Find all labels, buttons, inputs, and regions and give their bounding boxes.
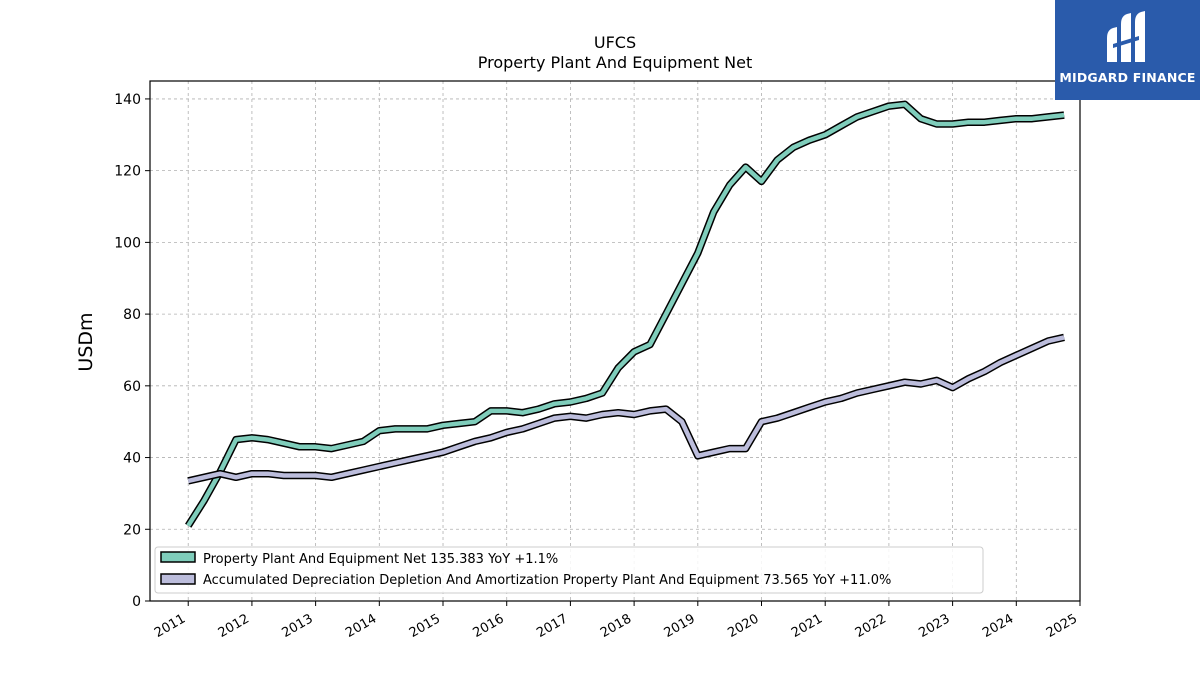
series-line-accumulated-depreciation (187, 335, 1065, 484)
legend-swatch-accumulated-depreciation (160, 573, 196, 585)
x-tick-label: 2019 (662, 611, 698, 641)
x-tick-label: 2021 (789, 611, 825, 641)
series-line-ppe-net (186, 102, 1065, 527)
legend-label-accumulated-depreciation: Accumulated Depreciation Depletion And A… (203, 573, 891, 588)
x-tick-label: 2025 (1044, 611, 1080, 641)
series-outline-ppe-net (185, 100, 1065, 528)
x-tick-label: 2014 (343, 611, 379, 641)
legend-label-ppe-net: Property Plant And Equipment Net 135.383… (203, 552, 558, 567)
x-tick-label: 2018 (598, 611, 634, 641)
x-tick-label: 2013 (279, 611, 315, 641)
chart-title: UFCS (594, 33, 636, 52)
y-axis-ticks: 0 20 40 60 80 100 120 140 (114, 92, 150, 610)
x-tick-label: 2015 (407, 611, 443, 641)
x-tick-label: 2020 (725, 611, 761, 641)
grid-lines (150, 81, 1081, 602)
chart-subtitle: Property Plant And Equipment Net (478, 53, 753, 72)
legend: Property Plant And Equipment Net 135.383… (154, 546, 984, 594)
x-tick-label: 2016 (471, 611, 507, 641)
legend-box (154, 546, 984, 594)
y-tick-label: 0 (132, 594, 141, 610)
y-axis-label: USDm (75, 312, 97, 371)
logo-mark-icon (1107, 11, 1145, 62)
x-tick-label: 2022 (853, 611, 889, 641)
x-tick-label: 2023 (916, 611, 952, 641)
midgard-finance-logo: MIDGARD FINANCE (1055, 0, 1200, 100)
legend-swatch-ppe-net (160, 551, 196, 563)
y-tick-label: 40 (123, 451, 141, 467)
y-tick-label: 60 (123, 379, 141, 395)
y-tick-label: 140 (114, 92, 141, 108)
y-tick-label: 20 (123, 522, 141, 538)
series-lines (185, 100, 1065, 528)
y-tick-label: 120 (114, 164, 141, 180)
y-tick-label: 80 (123, 307, 141, 323)
x-tick-label: 2012 (216, 611, 252, 641)
plot-frame (149, 80, 1081, 602)
logo-text: MIDGARD FINANCE (1059, 70, 1196, 85)
x-axis-ticks: 2011 2012 2013 2014 2015 2016 2017 2018 2019 2020… (152, 601, 1081, 641)
x-tick-label: 2011 (152, 611, 188, 641)
x-tick-label: 2024 (980, 611, 1016, 641)
y-tick-label: 100 (114, 235, 141, 251)
x-tick-label: 2017 (534, 611, 570, 641)
